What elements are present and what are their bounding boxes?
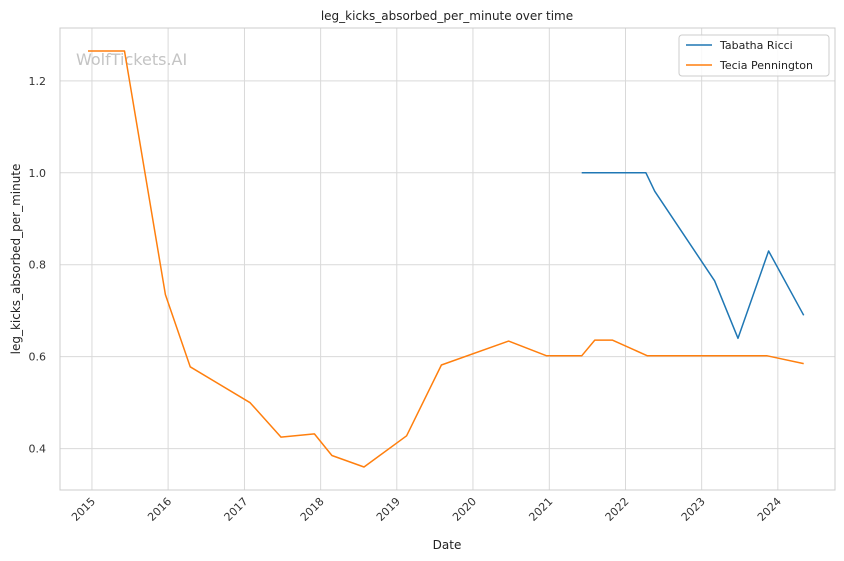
y-tick-label: 1.0 xyxy=(29,167,47,180)
watermark: WolfTickets.AI xyxy=(76,50,187,69)
x-axis-title: Date xyxy=(433,538,462,552)
x-tick-label: 2020 xyxy=(450,495,479,524)
x-tick-label: 2016 xyxy=(145,495,174,524)
x-axis: 2015 2016 2017 2018 2019 2020 2021 2022 2023 2024 xyxy=(69,495,784,524)
y-tick-label: 1.2 xyxy=(29,75,47,88)
series-line-0 xyxy=(581,172,805,340)
plot-area xyxy=(59,27,836,491)
x-tick-label: 2015 xyxy=(69,495,98,524)
grid xyxy=(60,28,835,490)
legend-label: Tabatha Ricci xyxy=(719,39,793,52)
legend: Tabatha Ricci Tecia Pennington xyxy=(678,34,830,77)
x-tick-label: 2022 xyxy=(603,495,632,524)
x-tick-label: 2018 xyxy=(298,495,327,524)
x-tick-label: 2023 xyxy=(679,495,708,524)
y-tick-label: 0.4 xyxy=(29,443,47,456)
x-tick-label: 2017 xyxy=(222,495,251,524)
y-axis-title: leg_kicks_absorbed_per_minute xyxy=(9,164,23,355)
y-axis: 0.4 0.6 0.8 1.0 1.2 xyxy=(29,75,47,456)
x-tick-label: 2024 xyxy=(755,495,784,524)
y-tick-label: 0.8 xyxy=(29,259,47,272)
legend-box xyxy=(678,34,830,77)
series-lines xyxy=(88,50,805,468)
x-tick-label: 2021 xyxy=(526,495,555,524)
chart-title: leg_kicks_absorbed_per_minute over time xyxy=(321,9,573,23)
y-tick-label: 0.6 xyxy=(29,351,47,364)
x-tick-label: 2019 xyxy=(374,495,403,524)
series-line-1 xyxy=(88,50,804,468)
legend-label: Tecia Pennington xyxy=(719,59,813,72)
